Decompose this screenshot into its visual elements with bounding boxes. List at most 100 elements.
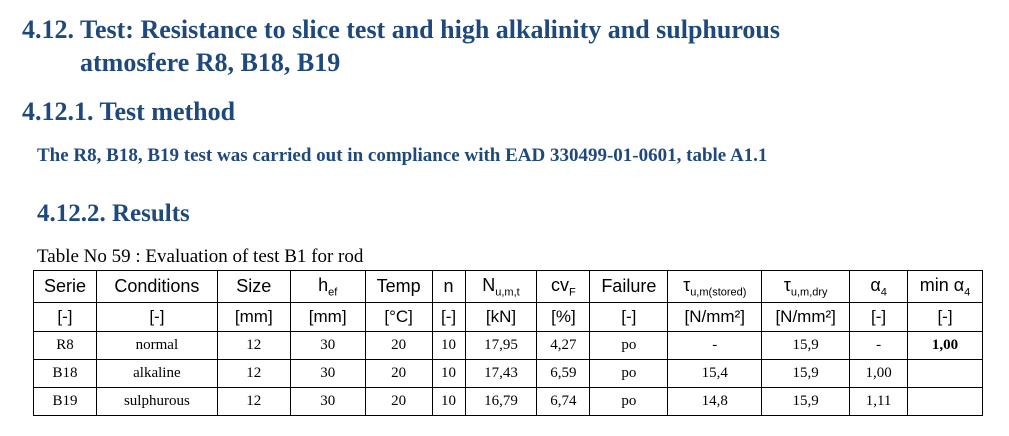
header-text: τ (683, 274, 691, 295)
header-text: min α (919, 274, 965, 295)
header-cell: Failure (589, 270, 669, 303)
table-cell: - (667, 331, 763, 360)
section-title: Test: Resistance to slice test and high … (80, 15, 780, 44)
unit-cell: [%] (536, 302, 591, 332)
table-caption: Table No 59 : Evaluation of test B1 for … (37, 246, 364, 267)
table-cell: 1,00 (907, 331, 983, 360)
header-text: n (443, 276, 454, 296)
header-cell: Nu,m,t (464, 270, 538, 303)
unit-cell: [N/mm²] (667, 302, 763, 332)
table-cell: B18 (33, 359, 97, 388)
header-text: α (870, 274, 881, 295)
table-cell: 20 (364, 359, 433, 388)
header-subscript: u,m,dry (790, 286, 828, 299)
table-cell: 4,27 (536, 331, 591, 360)
section-number: 4.12. (22, 15, 74, 44)
table-cell: 17,43 (464, 359, 538, 388)
table-cell: po (589, 387, 669, 416)
table-cell: 1,11 (849, 387, 909, 416)
table-head: Serie Conditions Size hef Temp n Nu,m,t cvF Fail… (33, 270, 983, 332)
header-cell: α4 (849, 270, 909, 303)
header-cell: Temp (364, 270, 433, 303)
header-subscript: ef (328, 286, 338, 299)
table-cell: 30 (289, 331, 366, 360)
table-cell: 16,79 (464, 387, 538, 416)
table-cell: alkaline (95, 359, 218, 388)
table-cell: 14,8 (667, 387, 763, 416)
table-cell: 15,9 (761, 331, 851, 360)
table-cell: 30 (289, 359, 366, 388)
unit-cell: [°C] (364, 302, 433, 332)
header-subscript: F (569, 286, 576, 299)
unit-cell: [mm] (216, 302, 291, 332)
units-row: [-] [-] [mm] [mm] [°C] [-] [kN] [%] [-] [N/mm²] [N… (33, 302, 983, 332)
table-cell: 10 (431, 387, 466, 416)
header-row: Serie Conditions Size hef Temp n Nu,m,t cvF Fail… (33, 270, 983, 303)
header-cell: min α4 (907, 270, 983, 303)
method-text: The R8, B18, B19 test was carried out in… (37, 145, 768, 166)
unit-cell: [-] (431, 302, 466, 332)
header-cell: Conditions (95, 270, 218, 303)
table-cell: po (589, 359, 669, 388)
table-cell: 15,9 (761, 359, 851, 388)
header-cell: n (431, 270, 466, 303)
table-cell: po (589, 331, 669, 360)
header-subscript: 4 (964, 286, 971, 299)
section-title: atmosfere R8, B18, B19 (80, 48, 341, 77)
table-cell: 20 (364, 331, 433, 360)
table-cell: normal (95, 331, 218, 360)
subsection-heading: 4.12.1. Test method (22, 97, 236, 126)
table-cell: 10 (431, 331, 466, 360)
header-subscript: 4 (880, 286, 887, 299)
table-cell: R8 (33, 331, 97, 360)
header-text: Temp (376, 276, 421, 296)
table-cell: 15,4 (667, 359, 763, 388)
table-cell (907, 359, 983, 388)
header-cell: Serie (33, 270, 97, 303)
header-text: Serie (43, 276, 86, 296)
unit-cell: [-] (907, 302, 983, 332)
header-subscript: u,m,t (495, 286, 520, 299)
table-cell (907, 387, 983, 416)
header-cell: τu,m(stored) (667, 270, 763, 303)
subsection-heading: 4.12.2. Results (37, 200, 190, 227)
table-cell: 12 (216, 359, 291, 388)
unit-cell: [-] (95, 302, 218, 332)
unit-cell: [-] (33, 302, 97, 332)
table-cell: 30 (289, 387, 366, 416)
table-cell: 20 (364, 387, 433, 416)
header-text: Conditions (114, 276, 200, 296)
table-cell: 12 (216, 331, 291, 360)
table-cell: B19 (33, 387, 97, 416)
header-text: Size (236, 276, 272, 296)
section-heading: 4.12. Test: Resistance to slice test and… (22, 14, 780, 45)
header-subscript: u,m(stored) (690, 286, 747, 299)
table-row: B19 sulphurous 12 30 20 10 16,79 6,74 po 14,8 15,9… (33, 387, 983, 416)
header-cell: hef (289, 270, 366, 303)
table-cell: - (849, 331, 909, 360)
table-cell: 17,95 (464, 331, 538, 360)
table-row: R8 normal 12 30 20 10 17,95 4,27 po -15,9-1,00 (33, 331, 983, 360)
header-text: h (318, 274, 329, 295)
table-cell: 12 (216, 387, 291, 416)
header-text: N (482, 274, 496, 295)
table-cell: 6,74 (536, 387, 591, 416)
results-table: Serie Conditions Size hef Temp n Nu,m,t cvF Fail… (33, 270, 983, 416)
unit-cell: [-] (589, 302, 669, 332)
unit-cell: [kN] (464, 302, 538, 332)
table-cell: 10 (431, 359, 466, 388)
table-row: B18 alkaline 12 30 20 10 17,43 6,59 po 15,4 15,9 1,… (33, 359, 983, 388)
header-cell: τu,m,dry (761, 270, 851, 303)
header-text: Failure (601, 276, 657, 296)
header-text: τ (783, 274, 791, 295)
unit-cell: [-] (849, 302, 909, 332)
table-cell: 1,00 (849, 359, 909, 388)
header-cell: cvF (536, 270, 591, 303)
table-cell: 6,59 (536, 359, 591, 388)
unit-cell: [N/mm²] (761, 302, 851, 332)
header-cell: Size (216, 270, 291, 303)
unit-cell: [mm] (289, 302, 366, 332)
table-cell: sulphurous (95, 387, 218, 416)
table-body: R8 normal 12 30 20 10 17,95 4,27 po -15,9-1,00 B18… (33, 331, 983, 416)
